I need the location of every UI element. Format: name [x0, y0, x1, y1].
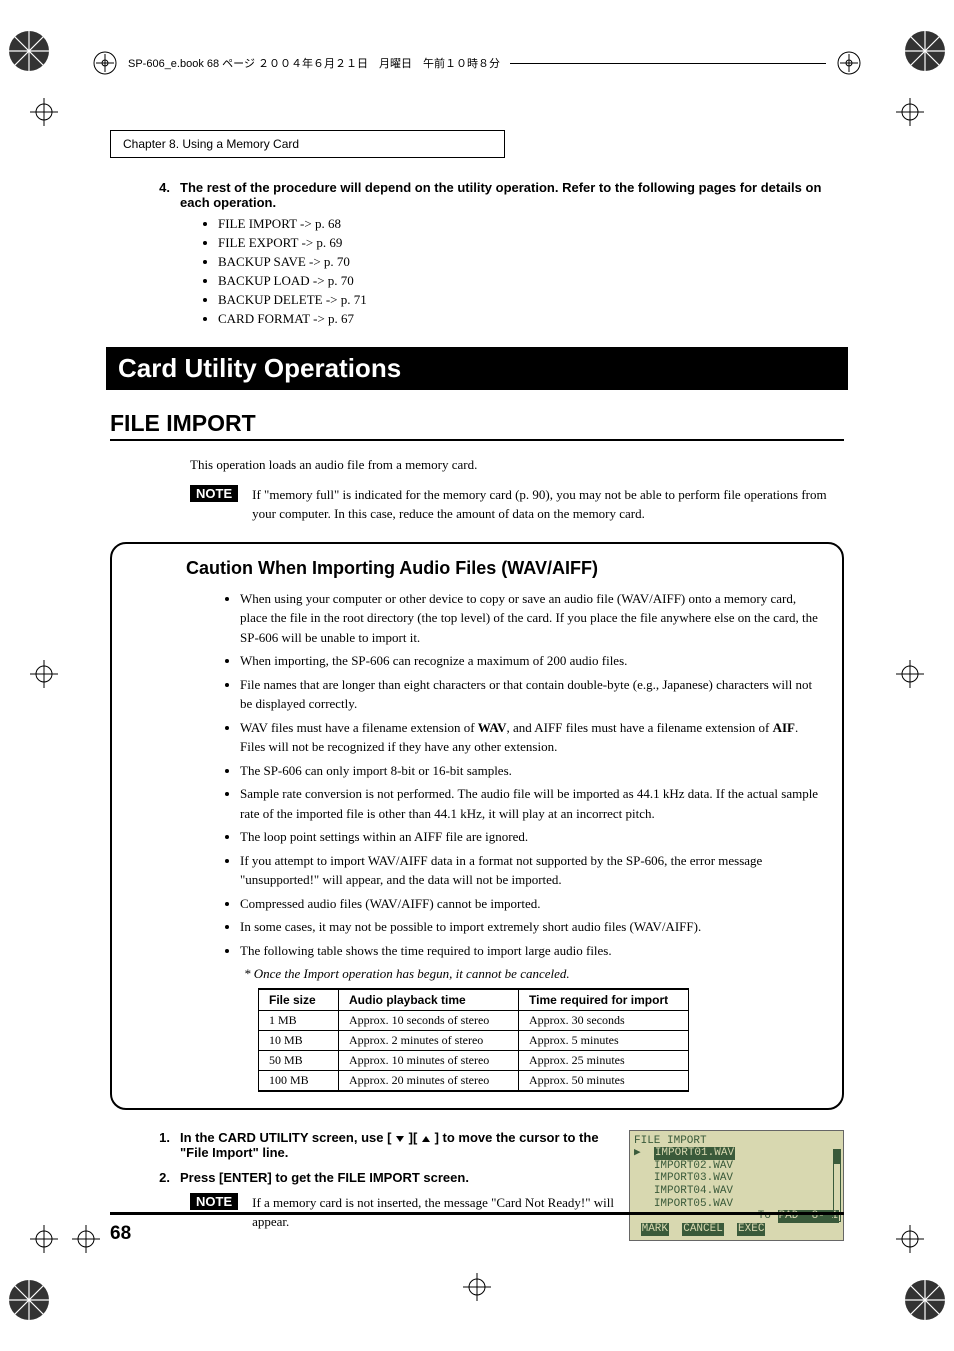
step-4-list: FILE IMPORT -> p. 68 FILE EXPORT -> p. 6…	[200, 216, 844, 327]
step-1-text: In the CARD UTILITY screen, use [ ][ ] t…	[180, 1130, 617, 1160]
table-header: File size	[259, 989, 339, 1011]
list-item: CARD FORMAT -> p. 67	[218, 311, 844, 327]
list-item: FILE EXPORT -> p. 69	[218, 235, 844, 251]
list-item: The loop point settings within an AIFF f…	[240, 827, 822, 847]
decor-circle-br	[902, 1277, 948, 1323]
print-header-text: SP-606_e.book 68 ページ ２００４年６月２１日 月曜日 午前１０…	[128, 55, 500, 71]
lcd-row: IMPORT02.WAV	[634, 1160, 839, 1173]
lcd-row: ▶ IMPORT01.WAV	[634, 1147, 839, 1160]
page-corner-icon	[92, 50, 118, 76]
note-badge: NOTE	[190, 1193, 238, 1210]
reg-mark-bc	[463, 1273, 491, 1301]
lcd-row: IMPORT05.WAV	[634, 1198, 839, 1211]
table-row: 1 MBApprox. 10 seconds of stereoApprox. …	[259, 1010, 689, 1030]
lcd-scrollbar	[833, 1149, 841, 1222]
reg-mark-mr	[896, 660, 924, 688]
reg-mark-bl	[30, 1225, 58, 1253]
up-triangle-icon	[421, 1130, 431, 1145]
list-item: BACKUP SAVE -> p. 70	[218, 254, 844, 270]
list-item: If you attempt to import WAV/AIFF data i…	[240, 851, 822, 890]
list-item: WAV files must have a filename extension…	[240, 718, 822, 757]
list-item: In some cases, it may not be possible to…	[240, 917, 822, 937]
list-item: When importing, the SP-606 can recognize…	[240, 651, 822, 671]
caution-list: When using your computer or other device…	[240, 589, 822, 984]
caution-box: Caution When Importing Audio Files (WAV/…	[110, 542, 844, 1110]
step-4-text: The rest of the procedure will depend on…	[180, 180, 844, 210]
import-time-table: File size Audio playback time Time requi…	[258, 988, 689, 1092]
step-4-number: 4.	[110, 180, 170, 210]
decor-circle-tl	[6, 28, 52, 74]
list-item: When using your computer or other device…	[240, 589, 822, 648]
list-item: File names that are longer than eight ch…	[240, 675, 822, 714]
lcd-row: IMPORT04.WAV	[634, 1185, 839, 1198]
step-1-number: 1.	[110, 1130, 170, 1160]
table-row: 100 MBApprox. 20 minutes of stereoApprox…	[259, 1070, 689, 1091]
reg-mark-ml	[30, 660, 58, 688]
page-corner-icon-right	[836, 50, 862, 76]
section-title: Card Utility Operations	[106, 347, 848, 390]
table-row: 50 MBApprox. 10 minutes of stereoApprox.…	[259, 1050, 689, 1070]
list-item: The SP-606 can only import 8-bit or 16-b…	[240, 761, 822, 781]
caution-footnote: * Once the Import operation has begun, i…	[244, 964, 822, 984]
reg-mark-br	[896, 1225, 924, 1253]
lcd-footer: MARK CANCEL EXEC	[634, 1223, 839, 1236]
step-2-number: 2.	[110, 1170, 170, 1185]
page-rule	[110, 1212, 844, 1215]
step-2: 2. Press [ENTER] to get the FILE IMPORT …	[110, 1170, 617, 1185]
table-header: Time required for import	[519, 989, 689, 1011]
list-item: BACKUP LOAD -> p. 70	[218, 273, 844, 289]
table-header: Audio playback time	[339, 989, 519, 1011]
chapter-label: Chapter 8. Using a Memory Card	[123, 137, 299, 151]
step-2-text: Press [ENTER] to get the FILE IMPORT scr…	[180, 1170, 617, 1185]
intro-text: This operation loads an audio file from …	[190, 455, 844, 475]
step-4: 4. The rest of the procedure will depend…	[110, 180, 844, 210]
lcd-title: FILE IMPORT	[634, 1135, 839, 1148]
list-item: Compressed audio files (WAV/AIFF) cannot…	[240, 894, 822, 914]
reg-mark-bl2	[72, 1225, 100, 1253]
print-header: SP-606_e.book 68 ページ ２００４年６月２１日 月曜日 午前１０…	[92, 50, 862, 76]
caution-title: Caution When Importing Audio Files (WAV/…	[186, 558, 822, 579]
subsection-title: FILE IMPORT	[110, 410, 844, 441]
list-item: FILE IMPORT -> p. 68	[218, 216, 844, 232]
list-item: Sample rate conversion is not performed.…	[240, 784, 822, 823]
decor-circle-tr	[902, 28, 948, 74]
note-1: NOTE If "memory full" is indicated for t…	[190, 485, 844, 524]
down-triangle-icon	[395, 1130, 405, 1145]
list-item: BACKUP DELETE -> p. 71	[218, 292, 844, 308]
chapter-label-box: Chapter 8. Using a Memory Card	[110, 130, 505, 158]
decor-circle-bl	[6, 1277, 52, 1323]
lcd-screenshot: FILE IMPORT ▶ IMPORT01.WAV IMPORT02.WAV …	[629, 1130, 844, 1241]
note-badge: NOTE	[190, 485, 238, 502]
step-1: 1. In the CARD UTILITY screen, use [ ][ …	[110, 1130, 617, 1160]
list-item: The following table shows the time requi…	[240, 941, 822, 961]
table-row: 10 MBApprox. 2 minutes of stereoApprox. …	[259, 1030, 689, 1050]
lcd-row: IMPORT03.WAV	[634, 1172, 839, 1185]
reg-mark-tl	[30, 98, 58, 126]
reg-mark-tr	[896, 98, 924, 126]
note-1-text: If "memory full" is indicated for the me…	[252, 485, 844, 524]
page-number: 68	[110, 1223, 131, 1245]
